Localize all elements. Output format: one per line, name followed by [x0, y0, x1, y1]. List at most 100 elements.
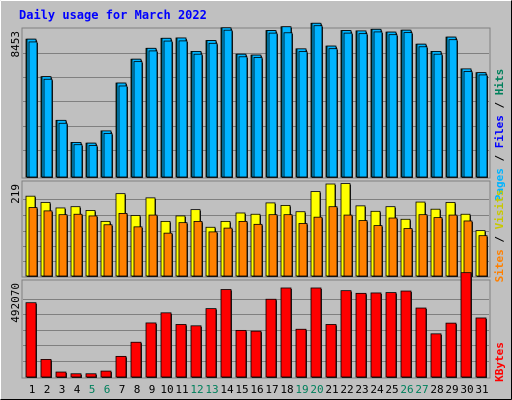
bar-kbytes-day-9: [145, 322, 157, 378]
bar-pages-day-21: [328, 48, 338, 178]
bar-sites-day-15: [238, 220, 248, 277]
bar-pages-day-11: [178, 40, 188, 178]
panel-top-max-label: 8453: [9, 31, 22, 58]
bar-kbytes-day-6: [100, 370, 112, 378]
bar-pages-day-24: [373, 31, 383, 178]
bar-pages-day-2: [43, 78, 53, 178]
bar-pages-day-22: [343, 32, 353, 178]
panel-bottom-legend: KBytes: [493, 342, 506, 382]
bar-pages-day-14: [223, 29, 233, 178]
day-label-7: 7: [119, 383, 126, 396]
bar-sites-day-1: [28, 207, 38, 277]
legend-sites: Sites: [493, 249, 506, 282]
day-label-11: 11: [175, 383, 188, 396]
bar-kbytes-day-4: [70, 373, 82, 378]
bar-pages-day-1: [28, 41, 38, 178]
day-label-15: 15: [235, 383, 248, 396]
day-label-8: 8: [134, 383, 141, 396]
bar-sites-day-7: [118, 213, 128, 277]
day-label-28: 28: [430, 383, 443, 396]
bar-kbytes-day-20: [310, 287, 322, 378]
bar-pages-day-25: [388, 34, 398, 178]
bar-kbytes-day-17: [265, 298, 277, 378]
day-label-27: 27: [415, 383, 428, 396]
day-label-14: 14: [220, 383, 234, 396]
bar-pages-day-3: [58, 122, 68, 178]
bars-layer: [23, 22, 489, 378]
chart-title: Daily usage for March 2022: [19, 8, 207, 22]
bar-sites-day-3: [58, 214, 68, 277]
legend-pages: Pages: [493, 168, 506, 201]
bar-kbytes-day-8: [130, 341, 142, 378]
bar-pages-day-5: [88, 145, 98, 178]
day-label-2: 2: [44, 383, 51, 396]
day-label-20: 20: [310, 383, 323, 396]
bar-sites-day-9: [148, 214, 158, 277]
bar-pages-day-4: [73, 144, 83, 178]
day-label-3: 3: [59, 383, 66, 396]
bar-pages-day-12: [193, 53, 203, 178]
day-label-22: 22: [340, 383, 353, 396]
bar-pages-day-23: [358, 33, 368, 178]
bar-kbytes-day-2: [40, 359, 52, 378]
day-label-19: 19: [295, 383, 308, 396]
bar-pages-day-13: [208, 42, 218, 178]
bar-sites-day-23: [358, 220, 368, 277]
bar-pages-day-8: [133, 61, 143, 178]
bar-sites-day-2: [43, 210, 53, 277]
bar-pages-day-28: [433, 53, 443, 178]
bar-sites-day-8: [133, 226, 143, 277]
bar-kbytes-day-25: [385, 292, 397, 378]
day-label-21: 21: [325, 383, 338, 396]
bar-kbytes-day-16: [250, 330, 262, 378]
bar-pages-day-6: [103, 133, 113, 178]
bar-pages-day-26: [403, 32, 413, 178]
day-label-13: 13: [205, 383, 218, 396]
legend-visits: Visits: [493, 190, 506, 230]
day-label-23: 23: [355, 383, 368, 396]
day-label-24: 24: [370, 383, 384, 396]
legend-files: Files: [493, 115, 506, 148]
bar-kbytes-day-13: [205, 308, 217, 378]
bar-kbytes-day-14: [220, 289, 232, 378]
day-label-18: 18: [280, 383, 293, 396]
panel-bottom-max-label: 492070: [9, 283, 22, 323]
bar-kbytes-day-18: [280, 287, 292, 378]
bar-pages-day-27: [418, 46, 428, 178]
bar-kbytes-day-1: [25, 302, 37, 378]
bar-kbytes-day-12: [190, 325, 202, 378]
bar-kbytes-day-23: [355, 292, 367, 378]
bar-sites-day-28: [433, 217, 443, 277]
day-label-6: 6: [104, 383, 111, 396]
bar-sites-day-30: [463, 220, 473, 277]
day-label-29: 29: [445, 383, 458, 396]
bar-sites-day-20: [313, 216, 323, 277]
bar-sites-day-6: [103, 224, 113, 277]
bar-kbytes-day-7: [115, 355, 127, 378]
bar-sites-day-18: [283, 214, 293, 277]
day-label-1: 1: [29, 383, 36, 396]
bar-pages-day-9: [148, 50, 158, 178]
bar-sites-day-22: [343, 214, 353, 277]
bar-pages-day-18: [283, 32, 293, 178]
panel-middle-max-label: 219: [9, 184, 22, 204]
bar-kbytes-day-11: [175, 324, 187, 378]
bar-sites-day-26: [403, 228, 413, 277]
day-label-4: 4: [74, 383, 81, 396]
bar-sites-day-21: [328, 206, 338, 277]
bar-sites-day-13: [208, 231, 218, 277]
bar-pages-day-31: [478, 74, 488, 178]
bar-sites-day-14: [223, 227, 233, 277]
day-label-16: 16: [250, 383, 263, 396]
day-label-31: 31: [475, 383, 488, 396]
bar-kbytes-day-5: [85, 373, 97, 378]
day-label-30: 30: [460, 383, 473, 396]
day-label-5: 5: [89, 383, 96, 396]
bar-sites-day-31: [478, 235, 488, 277]
bar-kbytes-day-10: [160, 312, 172, 378]
bar-kbytes-day-19: [295, 328, 307, 378]
day-label-10: 10: [160, 383, 173, 396]
bar-pages-day-30: [463, 71, 473, 178]
panel-top-legend: Pages / Files / Hits: [493, 69, 506, 202]
bar-sites-day-10: [163, 232, 173, 277]
